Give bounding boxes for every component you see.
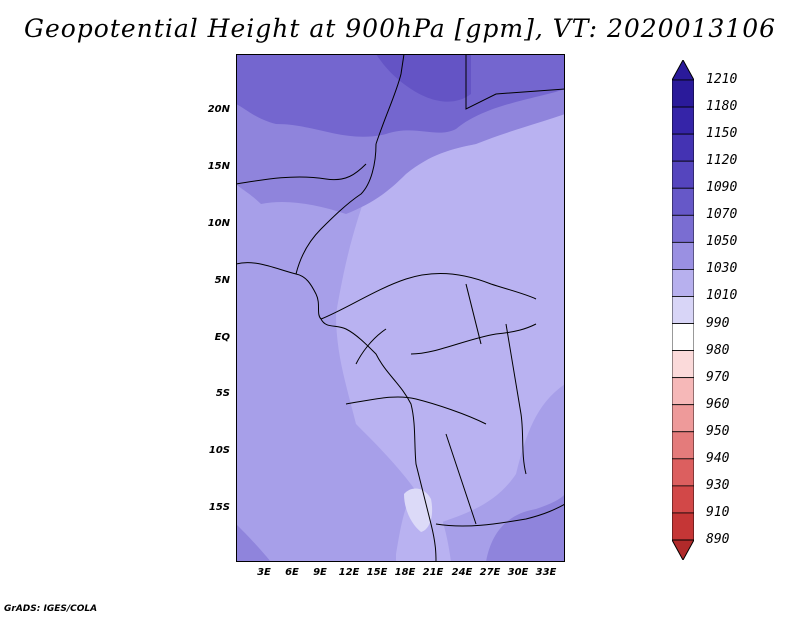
lon-label-6e: 6E — [285, 567, 299, 578]
lon-label-3e: 3E — [257, 567, 271, 578]
colorbar-bin — [672, 431, 694, 460]
field-1090-north — [236, 54, 565, 137]
lat-label-10s: 10S — [208, 445, 230, 456]
colorbar-level-label: 1050 — [706, 234, 738, 250]
map-frame — [236, 54, 565, 562]
colorbar-bin — [672, 404, 694, 433]
colorbar-level-label: 1010 — [706, 288, 738, 304]
colorbar-bin — [672, 269, 694, 297]
credit-text: GrADS: IGES/COLA — [4, 604, 98, 614]
colorbar-level-label: 1180 — [706, 99, 738, 115]
colorbar-bin — [672, 133, 694, 162]
colorbar-level-label: 910 — [706, 504, 730, 520]
map-plot — [236, 54, 565, 562]
lat-label-5s: 5S — [215, 388, 230, 399]
colorbar-bin — [672, 296, 694, 324]
colorbar-bottom-arrow — [672, 539, 694, 560]
lon-label-33e: 33E — [535, 567, 557, 578]
colorbar-level-label: 990 — [706, 315, 730, 331]
lat-label-5n: 5N — [214, 275, 230, 286]
colorbar-bin — [672, 106, 694, 135]
field-1070-sw — [236, 524, 271, 562]
field-1070-se — [486, 494, 565, 562]
colorbar-bin — [672, 458, 694, 487]
lat-label-20n: 20N — [207, 104, 230, 115]
lon-label-24e: 24E — [451, 567, 473, 578]
colorbar-level-label: 1210 — [706, 72, 738, 87]
lat-label-15n: 15N — [207, 161, 230, 172]
colorbar-bin — [672, 512, 694, 541]
country-borders — [236, 54, 565, 562]
colorbar-level-label: 930 — [706, 477, 730, 493]
field-1030 — [336, 114, 565, 524]
map-title: Geopotential Height at 900hPa [gpm], VT:… — [23, 14, 777, 43]
lon-label-18e: 18E — [394, 567, 416, 578]
colorbar-bin — [672, 377, 694, 406]
colorbar-bin — [672, 485, 694, 514]
colorbar-bin — [672, 79, 694, 108]
lon-label-30e: 30E — [507, 567, 529, 578]
colorbar-bin — [672, 160, 694, 189]
lat-label-10n: 10N — [207, 218, 230, 229]
field-1110-north — [376, 54, 471, 102]
colorbar-level-label: 890 — [706, 532, 730, 547]
colorbar — [672, 60, 694, 560]
lon-label-27e: 27E — [479, 567, 501, 578]
colorbar-level-label: 1030 — [706, 261, 738, 277]
colorbar-level-label: 1070 — [706, 207, 738, 223]
colorbar-bin — [672, 323, 694, 351]
lon-label-21e: 21E — [422, 567, 444, 578]
lon-label-15e: 15E — [366, 567, 388, 578]
colorbar-bin — [672, 350, 694, 379]
colorbar-level-label: 940 — [706, 450, 730, 466]
colorbar-level-label: 980 — [706, 342, 730, 358]
lon-label-12e: 12E — [338, 567, 360, 578]
colorbar-bin — [672, 241, 694, 270]
colorbar-top-arrow — [672, 60, 694, 81]
colorbar-level-label: 1120 — [706, 153, 738, 169]
lon-label-9e: 9E — [313, 567, 327, 578]
colorbar-level-label: 1150 — [706, 126, 738, 142]
colorbar-bin — [672, 214, 694, 243]
colorbar-bin — [672, 187, 694, 216]
colorbar-level-label: 1090 — [706, 180, 738, 196]
lat-label-15s: 15S — [208, 502, 230, 513]
colorbar-level-label: 970 — [706, 369, 730, 385]
colorbar-level-label: 950 — [706, 423, 730, 439]
lat-label-eq: EQ — [214, 332, 230, 343]
colorbar-level-label: 960 — [706, 396, 730, 412]
